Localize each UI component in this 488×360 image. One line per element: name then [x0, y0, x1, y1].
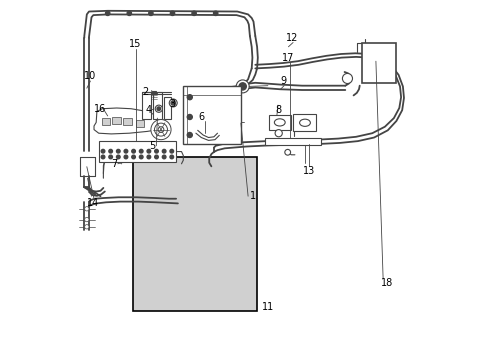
Bar — [183, 86, 241, 144]
Circle shape — [170, 11, 174, 15]
Bar — [123, 118, 132, 125]
Circle shape — [124, 155, 127, 159]
Text: 10: 10 — [84, 71, 96, 81]
Circle shape — [124, 149, 127, 153]
Bar — [112, 117, 121, 124]
Circle shape — [154, 149, 158, 153]
Circle shape — [154, 123, 167, 136]
Circle shape — [101, 155, 104, 159]
Bar — [292, 114, 316, 131]
Circle shape — [158, 127, 163, 132]
Circle shape — [84, 225, 89, 229]
Circle shape — [171, 101, 175, 105]
Circle shape — [239, 83, 246, 90]
Bar — [163, 97, 170, 119]
Text: 8: 8 — [274, 105, 281, 115]
Text: 6: 6 — [198, 112, 204, 122]
Bar — [133, 157, 257, 311]
Circle shape — [147, 149, 150, 153]
Text: 4: 4 — [146, 105, 152, 115]
Circle shape — [236, 80, 249, 93]
Bar — [361, 43, 395, 83]
Circle shape — [187, 132, 192, 138]
Circle shape — [157, 107, 160, 111]
Circle shape — [84, 207, 89, 211]
Text: 14: 14 — [86, 198, 99, 208]
Bar — [142, 92, 151, 119]
Ellipse shape — [274, 119, 285, 126]
Circle shape — [127, 11, 131, 15]
Circle shape — [155, 105, 162, 112]
Text: 7: 7 — [111, 159, 117, 169]
Text: 16: 16 — [94, 104, 106, 114]
Circle shape — [139, 149, 142, 153]
Circle shape — [187, 95, 192, 100]
Circle shape — [170, 149, 173, 153]
Circle shape — [169, 99, 177, 107]
Text: 11: 11 — [261, 302, 273, 312]
Circle shape — [154, 155, 158, 159]
Text: 3: 3 — [169, 99, 175, 109]
Circle shape — [148, 11, 153, 15]
Bar — [152, 92, 162, 119]
Text: 2: 2 — [142, 87, 148, 97]
Circle shape — [131, 155, 135, 159]
Circle shape — [116, 149, 120, 153]
Circle shape — [151, 120, 171, 140]
Circle shape — [101, 149, 104, 153]
Circle shape — [162, 149, 165, 153]
Circle shape — [275, 130, 282, 137]
Bar — [268, 115, 290, 130]
Text: 15: 15 — [128, 39, 141, 49]
Text: 17: 17 — [281, 53, 293, 63]
Text: 13: 13 — [303, 166, 315, 176]
Text: 1: 1 — [250, 191, 256, 201]
Circle shape — [116, 155, 120, 159]
Ellipse shape — [299, 119, 310, 126]
Circle shape — [109, 155, 112, 159]
Circle shape — [284, 149, 290, 155]
Bar — [136, 120, 144, 127]
Text: 12: 12 — [285, 33, 298, 43]
Text: 9: 9 — [280, 76, 286, 86]
Circle shape — [213, 11, 218, 15]
Circle shape — [187, 114, 192, 120]
Circle shape — [105, 11, 110, 15]
Circle shape — [84, 217, 89, 222]
Circle shape — [342, 73, 352, 84]
Bar — [99, 141, 176, 162]
Bar — [265, 138, 321, 145]
Circle shape — [109, 149, 112, 153]
Text: 18: 18 — [381, 278, 393, 288]
Circle shape — [139, 155, 142, 159]
Circle shape — [170, 155, 173, 159]
Circle shape — [162, 155, 165, 159]
Circle shape — [192, 11, 196, 15]
Text: 5: 5 — [149, 141, 156, 151]
Bar — [102, 118, 110, 125]
Circle shape — [131, 149, 135, 153]
Circle shape — [147, 155, 150, 159]
